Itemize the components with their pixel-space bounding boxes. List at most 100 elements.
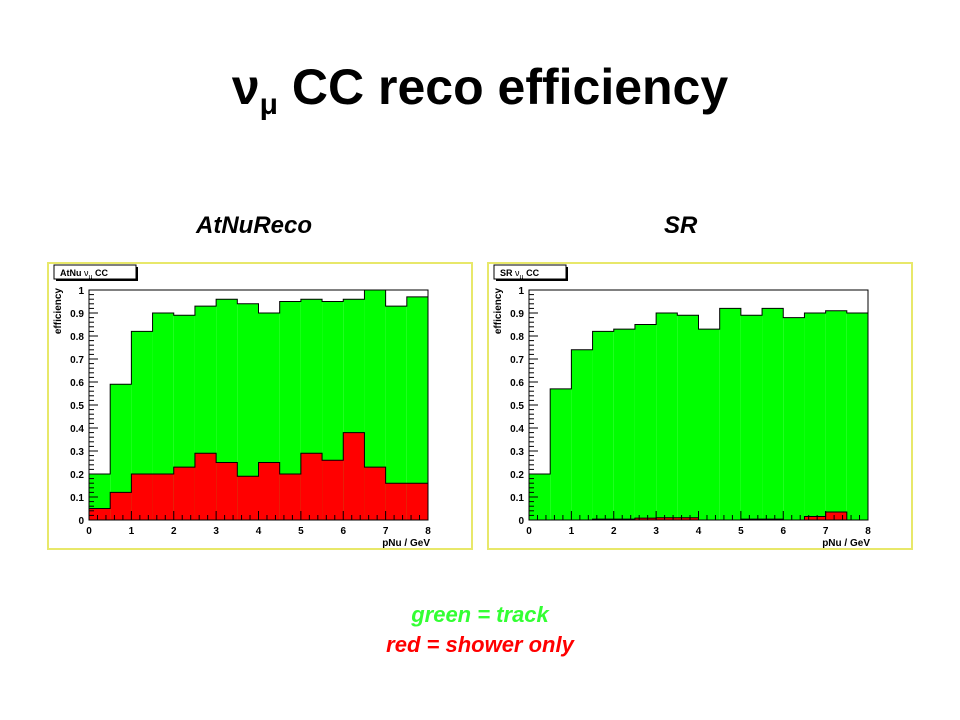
bar-track-5 [634,324,657,520]
y-tick-label: 0 [518,516,524,527]
bar-track-10 [740,315,763,520]
histogram-chart-atnureco: 0 0.1 0.2 0.3 0.4 0.5 0.6 0.7 0.8 0.9 1 0 1 2 3 4 5 6 7 8pN… [47,262,473,550]
bar-track-15 [846,313,868,520]
bar-track-11 [762,308,784,520]
x-tick-label: 2 [611,526,617,537]
bar-track-8 [698,329,720,520]
bar-track-3 [592,331,614,520]
bar-shower-6 [656,517,678,520]
bar-shower-9 [279,474,301,520]
y-tick-label: 0.6 [510,378,524,389]
bar-shower-13 [804,516,826,520]
x-axis-label: pNu / GeV [822,538,870,549]
bar-shower-4 [173,467,195,520]
x-axis-label: pNu / GeV [382,538,430,549]
bar-track-7 [237,303,259,520]
y-tick-label: 0.9 [70,309,84,320]
x-tick-label: 5 [738,526,744,537]
bar-track-9 [719,308,741,520]
x-tick-label: 2 [171,526,177,537]
bar-track-13 [364,290,386,520]
bar-shower-14 [825,511,847,520]
bar-track-13 [804,313,826,520]
bar-shower-7 [677,517,699,520]
y-tick-label: 0.3 [70,447,84,458]
x-tick-label: 4 [256,526,262,537]
y-tick-label: 0.3 [510,447,524,458]
bar-track-0 [529,474,551,520]
chart-subtitle-atnureco: AtNuReco [196,212,313,239]
y-tick-label: 0.8 [70,332,84,343]
bar-shower-14 [385,483,407,520]
bar-track-14 [825,310,847,520]
title-box [53,264,137,280]
y-tick-label: 0 [78,516,84,527]
x-tick-label: 7 [823,526,829,537]
y-tick-label: 0.9 [510,309,524,320]
x-tick-label: 3 [213,526,219,537]
bar-shower-2 [131,474,153,520]
bar-track-2 [131,331,153,520]
bar-track-12 [783,317,805,520]
bar-shower-5 [634,518,657,520]
bar-shower-7 [237,476,259,520]
legend-note-track: green = track [411,602,549,627]
y-tick-label: 0.2 [510,470,524,481]
x-tick-label: 3 [653,526,659,537]
bar-track-7 [677,315,699,520]
bar-shower-1 [110,492,132,520]
bar-shower-13 [364,467,386,520]
step-outline-shower [88,432,429,520]
bar-shower-10 [300,453,323,520]
y-tick-label: 0.1 [70,493,84,504]
y-tick-label: 0.6 [70,378,84,389]
y-tick-label: 0.8 [510,332,524,343]
y-tick-label: 0.2 [70,470,84,481]
title-text: CC reco efficiency [291,59,729,115]
title-box [493,264,567,280]
chart-panel-atnureco: 0 0.1 0.2 0.3 0.4 0.5 0.6 0.7 0.8 0.9 1 0 1 2 3 4 5 6 7 8 pN… [47,262,473,550]
bar-shower-12 [343,432,365,520]
step-outline-track [528,307,869,520]
legend-note-shower: red = shower only [386,632,574,657]
bar-track-4 [613,329,635,520]
y-tick-label: 0.7 [70,355,84,366]
title-box-label: SR νμ CC [500,268,540,281]
x-tick-label: 8 [425,526,431,537]
x-tick-label: 5 [298,526,304,537]
bar-shower-15 [406,483,428,520]
chart-subtitle-sr: SR [664,212,698,239]
y-tick-label: 0.5 [70,401,84,412]
x-tick-label: 4 [696,526,702,537]
chart-panel-sr: 0 0.1 0.2 0.3 0.4 0.5 0.6 0.7 0.8 0.9 1 0 1 2 3 4 5 6 7 8 pN… [487,262,913,550]
bar-track-15 [406,296,428,520]
x-tick-label: 8 [865,526,871,537]
bar-shower-5 [194,453,217,520]
bar-track-14 [385,306,407,520]
title-box-label: AtNu νμ CC [60,268,109,281]
y-axis-label: efficiency [493,288,504,335]
title-mu: μ [259,88,278,121]
x-tick-label: 6 [340,526,346,537]
page-title: νμ CC reco efficiency [0,58,960,122]
y-tick-label: 0.4 [70,424,84,435]
x-tick-label: 1 [569,526,575,537]
y-tick-label: 0.5 [510,401,524,412]
x-tick-label: 0 [86,526,92,537]
x-tick-label: 6 [780,526,786,537]
histogram-chart-sr: 0 0.1 0.2 0.3 0.4 0.5 0.6 0.7 0.8 0.9 1 0 1 2 3 4 5 6 7 8pN… [487,262,913,550]
bar-shower-0 [89,508,111,520]
bar-shower-11 [322,460,344,520]
x-tick-label: 7 [383,526,389,537]
y-tick-label: 0.7 [510,355,524,366]
bar-shower-3 [152,474,174,520]
bar-track-2 [571,349,593,520]
bar-track-1 [550,388,572,520]
y-tick-label: 0.4 [510,424,524,435]
bar-shower-8 [258,462,280,520]
y-tick-label: 1 [518,286,524,297]
bar-track-3 [152,313,174,520]
bar-track-1 [110,384,132,520]
y-tick-label: 1 [78,286,84,297]
x-tick-label: 1 [129,526,135,537]
